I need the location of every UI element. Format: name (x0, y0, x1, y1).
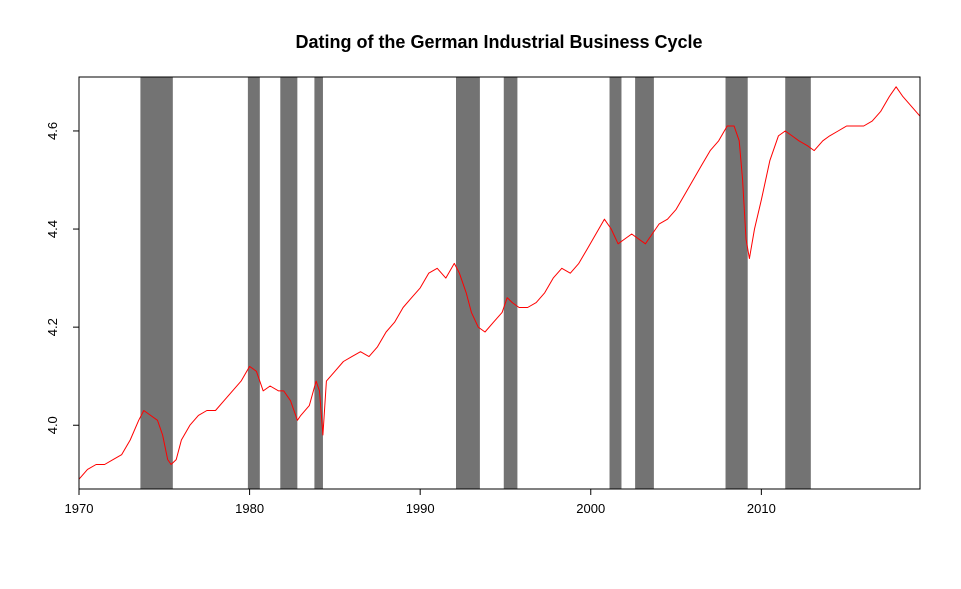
recession-band-9 (725, 77, 748, 489)
recession-band-3 (280, 77, 298, 489)
x-tick-label-1970: 1970 (65, 501, 94, 516)
series-line (78, 86, 921, 480)
x-tick-label-2010: 2010 (747, 501, 776, 516)
recession-band-10 (785, 77, 811, 489)
recession-band-4 (314, 77, 323, 489)
series-line-group (78, 86, 921, 480)
x-tick-label-2000: 2000 (576, 501, 605, 516)
x-axis: 1970 1980 1990 2000 2010 (65, 488, 776, 516)
y-tick-label-4.6: 4.6 (45, 122, 60, 140)
y-tick-label-4.2: 4.2 (45, 318, 60, 336)
x-tick-label-1990: 1990 (406, 501, 435, 516)
y-tick-label-4.0: 4.0 (45, 416, 60, 434)
x-tick-label-1980: 1980 (235, 501, 264, 516)
recession-band-7 (609, 77, 622, 489)
y-axis: 4.0 4.2 4.4 4.6 (45, 122, 80, 434)
recession-band-5 (456, 77, 480, 489)
recession-band-8 (635, 77, 654, 489)
recession-band-1 (140, 77, 173, 489)
y-tick-label-4.4: 4.4 (45, 220, 60, 238)
recession-band-2 (247, 77, 260, 489)
recession-bands (140, 77, 811, 489)
recession-band-6 (503, 77, 518, 489)
chart-title: Dating of the German Industrial Business… (295, 32, 702, 52)
